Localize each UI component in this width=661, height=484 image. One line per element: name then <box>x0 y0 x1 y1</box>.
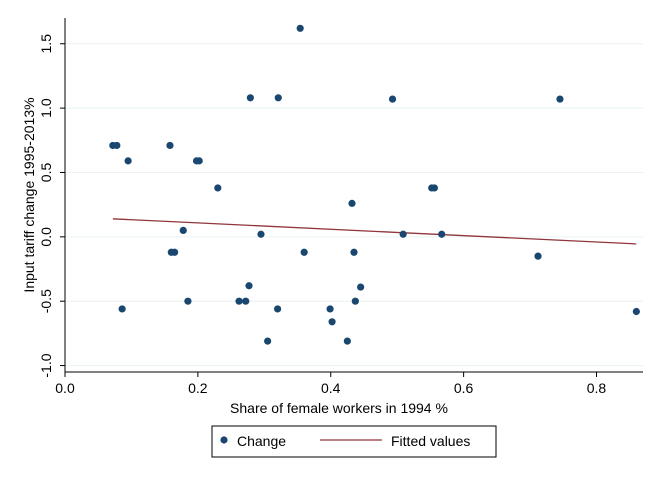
data-point <box>399 230 407 238</box>
data-point <box>235 297 243 305</box>
data-point <box>438 230 446 238</box>
legend-box <box>211 425 497 458</box>
data-point <box>195 157 203 165</box>
data-point <box>632 307 640 316</box>
y-tick-label: 0.0 <box>38 227 54 247</box>
fitted-values-line <box>112 218 637 245</box>
data-point <box>351 297 359 305</box>
data-point <box>357 283 365 291</box>
x-tick-label: 0.8 <box>587 380 607 396</box>
data-point <box>430 184 438 192</box>
y-tick-label: 0.5 <box>38 163 54 183</box>
data-point <box>534 252 542 260</box>
data-point <box>124 157 132 165</box>
data-point <box>274 94 282 102</box>
y-tick-label: 1.5 <box>38 34 54 54</box>
y-tick-label: -1.0 <box>38 353 54 377</box>
y-tick-label: -0.5 <box>38 289 54 313</box>
data-point <box>300 248 308 256</box>
data-point <box>264 337 272 345</box>
data-point <box>326 305 334 313</box>
data-point <box>350 248 358 256</box>
data-point <box>343 337 351 345</box>
x-ticks: 0.0 0.2 0.4 0.6 0.8 <box>55 372 606 396</box>
y-ticks: -1.0 -0.5 0.0 0.5 1.0 1.5 <box>38 34 65 378</box>
y-axis-title: Input tariff change 1995-2013% <box>21 97 37 292</box>
legend-label-fitted-values: Fitted values <box>391 433 470 449</box>
x-tick-label: 0.4 <box>321 380 341 396</box>
legend-marker-change <box>220 436 228 444</box>
fitted-values-series <box>112 218 637 245</box>
axes <box>64 18 643 373</box>
x-tick-label: 0.6 <box>454 380 474 396</box>
data-point <box>214 184 222 192</box>
data-point <box>556 95 564 103</box>
data-point <box>242 297 250 305</box>
data-point <box>348 199 356 207</box>
data-point <box>171 248 179 256</box>
data-point <box>113 141 121 150</box>
data-point <box>296 24 304 32</box>
data-point <box>246 94 254 102</box>
data-point <box>245 282 253 290</box>
data-point <box>273 305 282 313</box>
legend: Change Fitted values <box>211 425 497 458</box>
data-point <box>184 297 192 305</box>
data-point <box>179 226 187 234</box>
change-series <box>109 24 640 345</box>
x-tick-label: 0.0 <box>55 380 75 396</box>
x-tick-label: 0.2 <box>188 380 208 396</box>
y-tick-label: 1.0 <box>38 98 54 118</box>
data-point <box>257 230 265 238</box>
legend-label-change: Change <box>237 433 286 449</box>
data-point <box>118 305 126 313</box>
data-point <box>388 95 397 103</box>
data-point <box>166 141 174 150</box>
data-point <box>328 318 336 326</box>
x-axis-title: Share of female workers in 1994 % <box>230 400 448 416</box>
